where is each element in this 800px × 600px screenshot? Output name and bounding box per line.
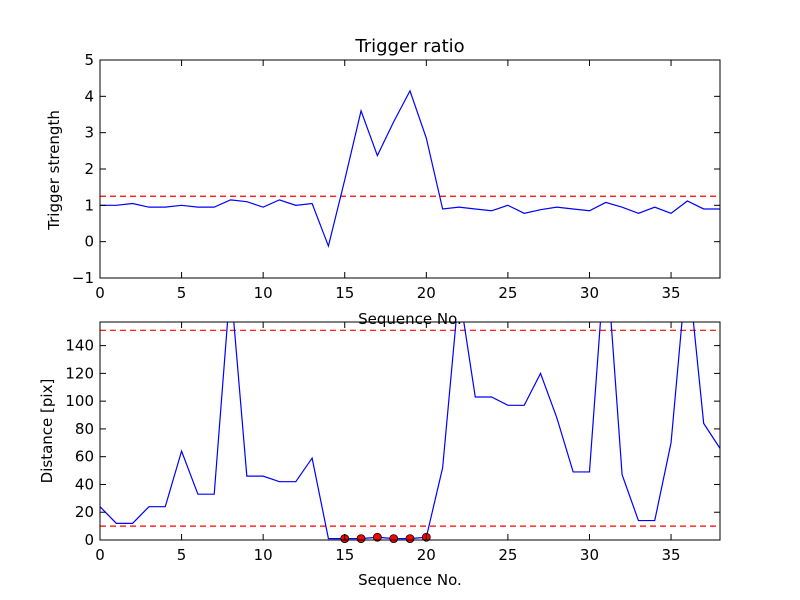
top-ytick-label-3: 2 — [84, 160, 94, 178]
top-ytick-label-4: 3 — [84, 124, 94, 142]
bottom-ytick-label-4: 80 — [75, 420, 94, 438]
bottom-ytick-label-6: 120 — [65, 364, 94, 382]
bottom-axes-frame — [99, 321, 721, 541]
top-ytick-label-1: 0 — [84, 233, 94, 251]
bottom-xtick-label-4: 20 — [417, 546, 436, 564]
top-xtick-label-2: 10 — [254, 284, 273, 302]
bottom-xtick-label-2: 10 — [254, 546, 273, 564]
top-series-group — [100, 89, 720, 249]
top-xtick-label-6: 30 — [580, 284, 599, 302]
bottom-ytick-label-0: 0 — [84, 531, 94, 549]
top-subplot: Trigger ratio Trigger strength Sequence … — [45, 36, 721, 328]
bottom-xtick-label-3: 15 — [335, 546, 354, 564]
top-xtick-label-7: 35 — [662, 284, 681, 302]
bottom-marker-2 — [372, 532, 382, 542]
top-xtick-label-5: 25 — [498, 284, 517, 302]
bottom-xtick-label-1: 5 — [177, 546, 187, 564]
top-xtick-label-3: 15 — [335, 284, 354, 302]
bottom-y-axis-label: Distance [pix] — [38, 379, 56, 484]
top-ytick-label-2: 1 — [84, 196, 94, 214]
bottom-marker-4 — [405, 534, 415, 544]
bottom-plot-area: 0 5 10 15 20 25 30 35 0 20 40 60 80 100 120 140 — [65, 321, 721, 564]
top-ytick-label-6: 5 — [84, 51, 94, 69]
top-xtick-label-1: 5 — [177, 284, 187, 302]
bottom-subplot: Distance [pix] Sequence No. 0 5 10 15 20 25 30… — [38, 321, 721, 589]
top-ytick-label-0: −1 — [72, 269, 94, 287]
top-ytick-label-5: 4 — [84, 87, 94, 105]
top-series-line-0 — [100, 89, 720, 249]
bottom-ytick-label-5: 100 — [65, 392, 94, 410]
bottom-xtick-label-7: 35 — [662, 546, 681, 564]
bottom-marker-1 — [356, 534, 366, 544]
bottom-xtick-label-5: 25 — [498, 546, 517, 564]
top-chart-title: Trigger ratio — [354, 36, 464, 57]
top-x-axis-label: Sequence No. — [358, 310, 462, 328]
bottom-ytick-label-7: 140 — [65, 337, 94, 355]
top-y-axis-label: Trigger strength — [45, 110, 63, 231]
bottom-ytick-label-2: 40 — [75, 475, 94, 493]
bottom-x-axis-label: Sequence No. — [358, 571, 462, 589]
bottom-xtick-label-6: 30 — [580, 546, 599, 564]
bottom-xtick-label-0: 0 — [95, 546, 105, 564]
bottom-ytick-label-1: 20 — [75, 503, 94, 521]
top-xtick-label-4: 20 — [417, 284, 436, 302]
bottom-marker-3 — [389, 534, 399, 544]
top-xtick-label-0: 0 — [95, 284, 105, 302]
bottom-ytick-label-3: 60 — [75, 448, 94, 466]
